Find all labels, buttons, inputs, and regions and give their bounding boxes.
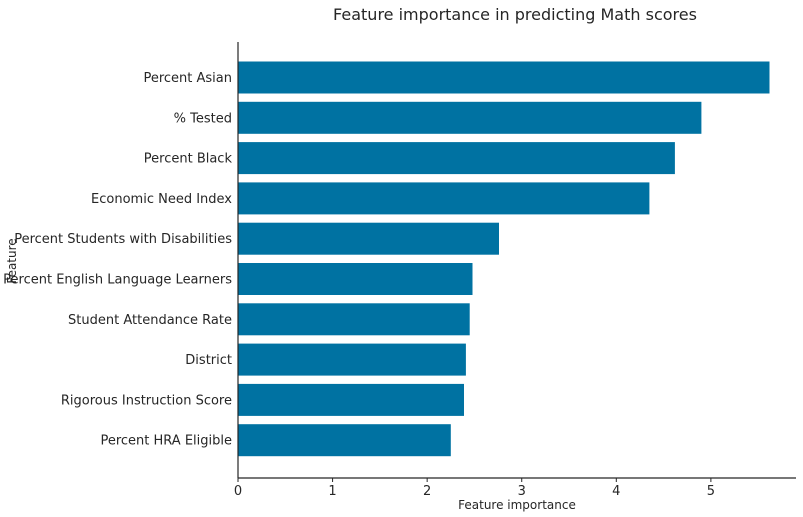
y-tick-label: District <box>185 353 232 368</box>
y-tick-label: % Tested <box>174 111 232 126</box>
y-axis-label: Feature <box>5 238 19 283</box>
y-tick-label: Rigorous Instruction Score <box>61 393 232 408</box>
bar <box>238 303 470 336</box>
chart-title: Feature importance in predicting Math sc… <box>333 5 697 24</box>
x-ticks: 0 1 2 3 4 5 <box>234 478 715 499</box>
y-tick-label: Percent Black <box>144 152 233 167</box>
x-tick-label: 3 <box>518 484 526 499</box>
x-tick-label: 5 <box>707 484 715 499</box>
y-tick-label: Percent Students with Disabilities <box>14 232 232 247</box>
x-tick-label: 1 <box>328 484 336 499</box>
y-tick-label: Percent HRA Eligible <box>100 434 232 449</box>
bar <box>238 61 770 94</box>
y-tick-label: Percent Asian <box>143 71 232 86</box>
x-tick-label: 0 <box>234 484 242 499</box>
y-tick-label: Student Attendance Rate <box>68 313 232 328</box>
x-axis-label: Feature importance <box>458 498 576 512</box>
bar <box>238 424 451 457</box>
x-tick-label: 4 <box>612 484 620 499</box>
x-tick-label: 2 <box>423 484 431 499</box>
bar <box>238 343 466 376</box>
bar <box>238 142 675 175</box>
bar <box>238 101 702 134</box>
bar <box>238 383 464 416</box>
y-tick-label: Economic Need Index <box>91 192 232 207</box>
bar <box>238 182 650 215</box>
y-tick-labels: Percent Asian % Tested Percent Black Econom… <box>3 71 232 449</box>
bar <box>238 263 473 295</box>
bars-group <box>238 61 770 457</box>
bar <box>238 222 499 255</box>
y-tick-label: Percent English Language Learners <box>3 273 232 288</box>
